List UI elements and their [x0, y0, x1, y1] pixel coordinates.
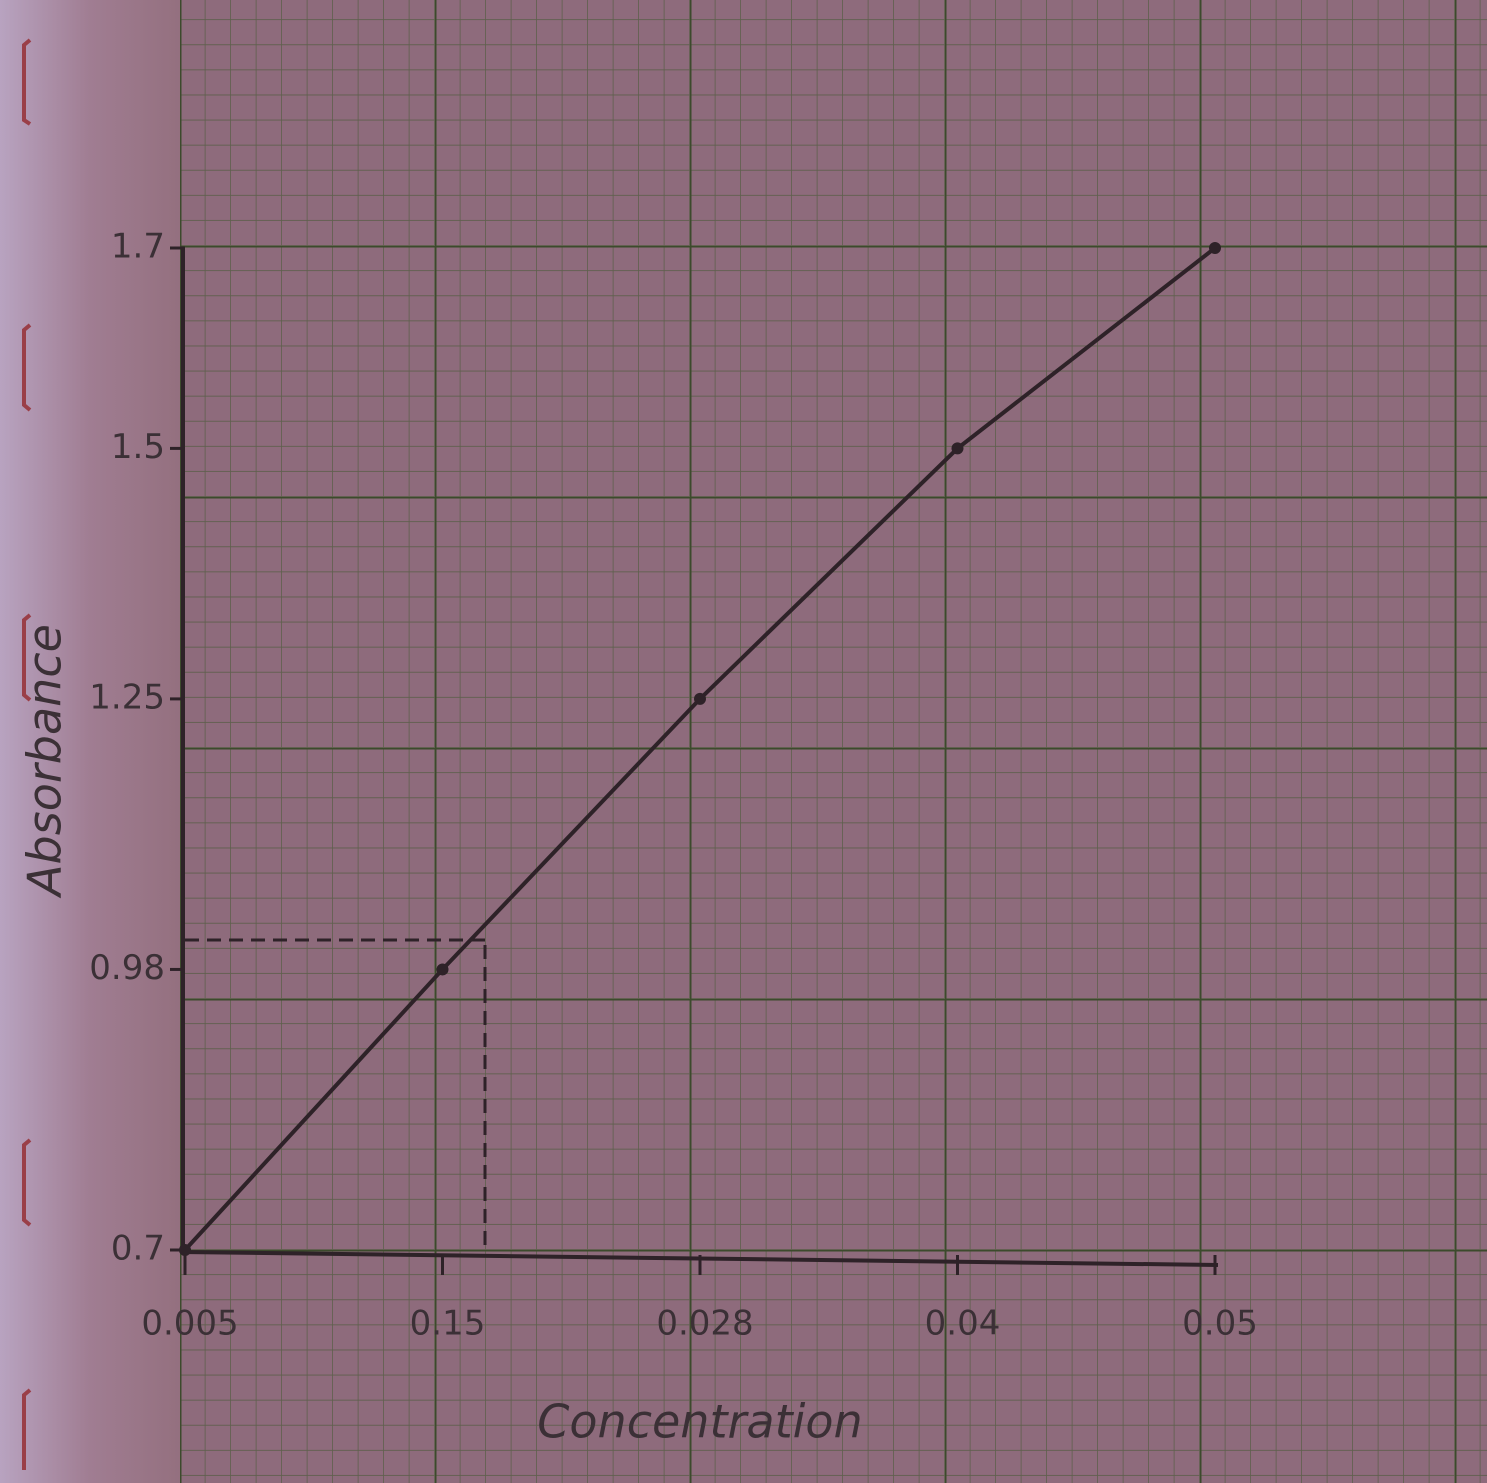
x-tick-label: 0.005 — [141, 1304, 238, 1344]
y-tick-label: 0.7 — [111, 1229, 165, 1269]
data-point — [437, 963, 449, 975]
x-tick-label: 0.04 — [925, 1304, 1001, 1344]
x-tick-label: 0.05 — [1182, 1304, 1258, 1344]
data-point — [694, 693, 706, 705]
y-tick-label: 1.7 — [111, 227, 165, 267]
y-axis-title: Absorbance — [18, 624, 72, 899]
data-point — [179, 1244, 191, 1256]
page: {"chart_data": {"type": "line", "x_label… — [0, 0, 1487, 1483]
x-tick-label: 0.15 — [410, 1304, 486, 1344]
y-tick-label: 1.5 — [111, 427, 165, 467]
data-point — [1209, 242, 1221, 254]
y-tick-label: 1.25 — [89, 677, 165, 717]
y-tick-label: 0.98 — [89, 948, 165, 988]
x-tick-label: 0.028 — [656, 1304, 753, 1344]
data-point — [952, 442, 964, 454]
x-axis-title: Concentration — [537, 1395, 862, 1449]
chart: Concentration Absorbance 0.7 0.98 1.25 1.5 1… — [0, 0, 1487, 1483]
